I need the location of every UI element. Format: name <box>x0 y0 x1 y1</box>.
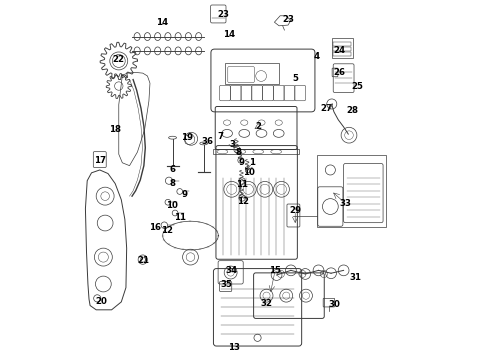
Text: 23: 23 <box>218 10 229 19</box>
Bar <box>333 52 351 56</box>
Bar <box>225 63 279 84</box>
Text: 2: 2 <box>256 122 262 131</box>
Text: 26: 26 <box>333 68 345 77</box>
Bar <box>333 47 351 51</box>
Text: 23: 23 <box>282 15 294 24</box>
Text: 28: 28 <box>346 105 359 114</box>
Text: 31: 31 <box>349 273 362 282</box>
Text: 24: 24 <box>333 46 345 55</box>
Bar <box>332 39 353 58</box>
Text: 9: 9 <box>181 190 187 199</box>
Text: 22: 22 <box>113 55 125 64</box>
Text: 21: 21 <box>138 256 150 265</box>
Bar <box>333 42 351 46</box>
Text: 19: 19 <box>181 133 193 142</box>
Text: 36: 36 <box>201 137 213 146</box>
Text: 3: 3 <box>229 140 236 149</box>
Text: 9: 9 <box>239 158 245 167</box>
Text: 16: 16 <box>148 223 161 232</box>
Text: 1: 1 <box>249 158 255 167</box>
Text: 10: 10 <box>166 201 177 210</box>
Text: 33: 33 <box>340 199 351 208</box>
Text: 14: 14 <box>223 30 235 39</box>
Text: 5: 5 <box>292 75 298 84</box>
Text: 4: 4 <box>314 52 320 61</box>
Text: 14: 14 <box>156 18 169 27</box>
Text: 8: 8 <box>236 148 242 157</box>
Text: 17: 17 <box>94 156 106 165</box>
Text: 25: 25 <box>351 82 363 91</box>
Text: 35: 35 <box>220 280 232 289</box>
Text: 29: 29 <box>289 206 301 215</box>
Text: 7: 7 <box>218 132 223 141</box>
Text: 32: 32 <box>261 299 272 308</box>
Text: 6: 6 <box>170 165 175 174</box>
Text: 15: 15 <box>269 266 281 275</box>
Text: 12: 12 <box>161 226 173 235</box>
Text: 11: 11 <box>236 180 248 189</box>
Text: 8: 8 <box>170 179 175 188</box>
Bar <box>317 155 386 227</box>
Bar <box>214 149 299 154</box>
Text: 27: 27 <box>320 104 333 113</box>
Text: 20: 20 <box>96 297 107 306</box>
Text: 30: 30 <box>328 300 340 309</box>
Text: 34: 34 <box>225 266 238 275</box>
Text: 13: 13 <box>228 343 240 352</box>
Text: 10: 10 <box>243 168 254 177</box>
Text: 18: 18 <box>109 125 121 134</box>
Text: 11: 11 <box>174 213 186 222</box>
Text: 12: 12 <box>237 197 249 206</box>
